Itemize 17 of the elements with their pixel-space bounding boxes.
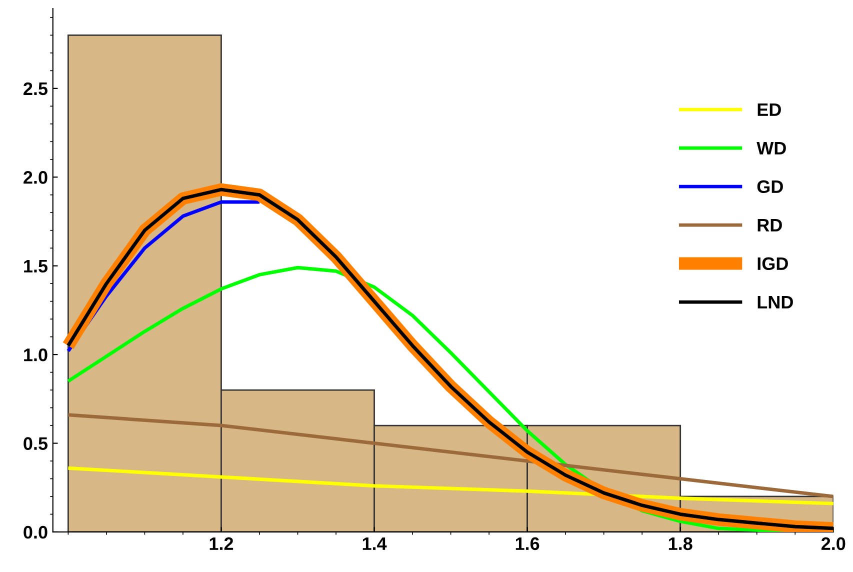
y-tick-label: 1.0 (24, 348, 48, 362)
y-tick-label: 1.5 (24, 260, 48, 273)
legend-label: ED (758, 103, 781, 116)
legend-label: WD (756, 142, 786, 154)
y-tick-label: 2.5 (24, 82, 48, 96)
x-tick-label: 1.8 (668, 537, 692, 550)
legend-label: IGD (758, 257, 788, 270)
y-tick-label: 2.0 (24, 171, 48, 184)
x-tick-label: 2.0 (821, 537, 846, 550)
x-tick-label: 1.2 (210, 537, 234, 550)
legend-label: LND (758, 296, 793, 308)
x-tick-label: 1.4 (362, 537, 387, 550)
y-tick-label: 0.5 (24, 437, 48, 450)
y-tick-label: 0.0 (24, 526, 48, 539)
legend-label: RD (758, 218, 782, 232)
legend-label: GD (757, 180, 783, 194)
x-tick-label: 1.6 (516, 537, 540, 550)
